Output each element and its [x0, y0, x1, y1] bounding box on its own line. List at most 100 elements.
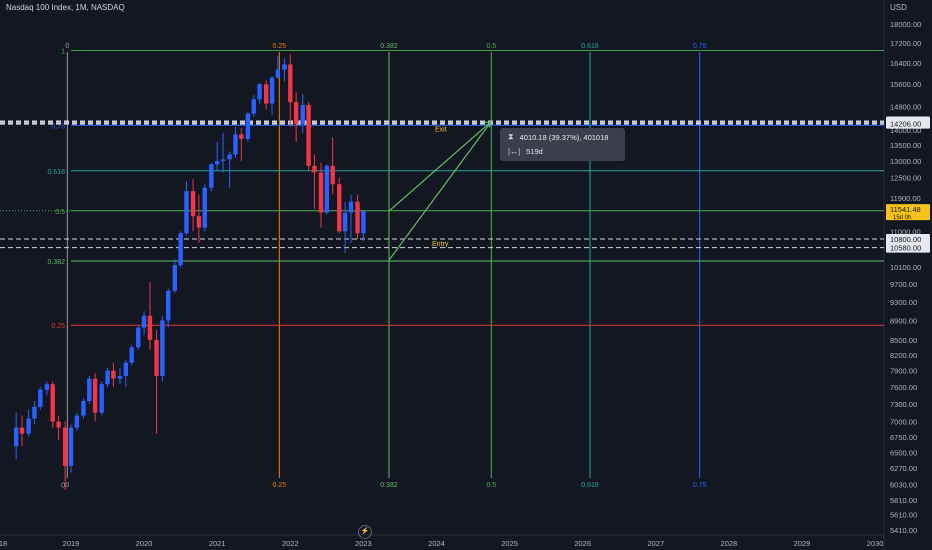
fib-price-label-2: 0.618	[47, 169, 65, 176]
candle-34	[220, 132, 226, 173]
price-tick-6: 13500.00	[890, 141, 921, 150]
candle-37	[239, 128, 244, 161]
time-tick-11: 2029	[794, 539, 811, 548]
candle-45	[288, 54, 293, 127]
fib-price-label-4: 0.382	[47, 259, 65, 266]
time-tick-2: 2020	[136, 539, 153, 548]
fib-time-label-bottom-1: 0.25	[273, 482, 287, 489]
time-tick-9: 2027	[647, 539, 664, 548]
candle-54	[342, 201, 348, 253]
price-tick-20: 7000.00	[890, 418, 917, 427]
fib-price-label-1: 0.75	[51, 123, 65, 130]
measure-arrow-head	[485, 120, 493, 128]
measure-info-box: ⧗ 4010.18 (39.37%), 401018 |↔| 519d	[500, 128, 625, 161]
candle-52	[330, 137, 335, 195]
time-tick-5: 2023	[355, 539, 372, 548]
price-tick-15: 8500.00	[890, 336, 917, 345]
candle-43	[275, 55, 281, 79]
candle-5	[44, 381, 50, 396]
price-tick-27: 5410.00	[890, 526, 917, 535]
price-label-4: 10580.00	[886, 242, 930, 253]
time-tick-10: 2028	[721, 539, 738, 548]
fib-time-label-top-0: 0	[65, 43, 69, 50]
candle-46	[293, 92, 299, 142]
candle-51	[324, 164, 330, 215]
fib-time-label-top-5: 0.75	[693, 43, 707, 50]
candle-48	[306, 102, 311, 171]
candle-44	[282, 58, 287, 82]
price-tick-17: 7900.00	[890, 367, 917, 376]
svg-text:11541.48: 11541.48	[890, 205, 921, 214]
candle-28	[184, 180, 189, 236]
measure-duration: 519d	[526, 147, 543, 156]
measure-change: 4010.18 (39.37%), 401018	[519, 132, 609, 142]
fib-time-label-bottom-5: 0.75	[693, 482, 707, 489]
svg-text:15d 0h: 15d 0h	[893, 215, 911, 221]
candle-41	[263, 80, 269, 110]
candle-21	[141, 311, 147, 335]
candle-2	[26, 409, 31, 437]
candle-27	[178, 231, 183, 268]
price-tick-8: 12500.00	[890, 173, 921, 182]
candle-15	[105, 367, 110, 387]
candle-36	[233, 126, 238, 158]
price-tick-19: 7300.00	[890, 400, 917, 409]
price-tick-7: 13000.00	[890, 157, 921, 166]
candle-33	[215, 141, 220, 171]
measure-arrow-1	[388, 121, 492, 261]
candle-14	[99, 381, 104, 416]
price-tick-2: 16400.00	[890, 59, 921, 68]
time-tick-8: 2026	[574, 539, 591, 548]
currency-label: USD	[890, 3, 907, 12]
price-tick-18: 7600.00	[890, 383, 917, 392]
time-tick-12: 2030	[867, 539, 884, 548]
candle-0	[13, 412, 19, 460]
fib-time-label-top-2: 0.382	[380, 43, 398, 50]
candle-57	[361, 210, 366, 241]
fib-time-label-bottom-2: 0.382	[380, 482, 398, 489]
price-tick-4: 14800.00	[890, 102, 921, 111]
candle-3	[32, 401, 37, 425]
candle-25	[166, 288, 171, 328]
price-tick-1: 17200.00	[890, 39, 921, 48]
price-tick-21: 6750.00	[890, 433, 917, 442]
price-label-3: 10800.00	[886, 234, 930, 245]
candle-6	[50, 381, 55, 428]
candle-55	[348, 194, 354, 243]
fib-price-label-6: 0	[61, 482, 65, 489]
price-tick-9: 11900.00	[890, 194, 921, 203]
price-tick-16: 8200.00	[890, 351, 917, 360]
fib-time-label-bottom-4: 0.618	[581, 482, 599, 489]
candle-10	[74, 412, 80, 431]
candle-26	[172, 258, 178, 294]
entry-label: Entry	[432, 241, 449, 248]
candle-30	[196, 194, 202, 243]
candle-42	[269, 76, 275, 116]
time-tick-7: 2025	[501, 539, 518, 548]
chart-title: Nasdaq 100 Index, 1M, NASDAQ	[6, 3, 125, 12]
date-range-icon: |↔|	[508, 147, 521, 156]
replay-icon[interactable]: ⚡	[358, 525, 372, 539]
candle-18	[123, 360, 129, 387]
time-tick-6: 2024	[428, 539, 445, 548]
price-tick-10: 11000.00	[890, 227, 921, 236]
candle-50	[318, 162, 324, 228]
svg-text:10800.00: 10800.00	[890, 235, 921, 244]
price-tick-12: 9700.00	[890, 280, 917, 289]
svg-text:14206.00: 14206.00	[890, 120, 921, 129]
time-tick-0: 18	[0, 539, 7, 548]
fib-time-label-top-4: 0.618	[581, 43, 599, 50]
time-tick-3: 2021	[209, 539, 226, 548]
candle-40	[257, 82, 262, 104]
fib-time-label-top-3: 0.5	[486, 43, 496, 50]
candle-24	[160, 315, 165, 382]
price-tick-14: 8900.00	[890, 316, 917, 325]
fib-price-label-5: 0.25	[51, 323, 65, 330]
candle-35	[227, 151, 232, 188]
candle-39	[251, 95, 256, 117]
fib-price-label-0: 1	[61, 49, 65, 56]
candle-53	[337, 177, 342, 234]
price-tick-0: 18000.00	[890, 20, 921, 29]
